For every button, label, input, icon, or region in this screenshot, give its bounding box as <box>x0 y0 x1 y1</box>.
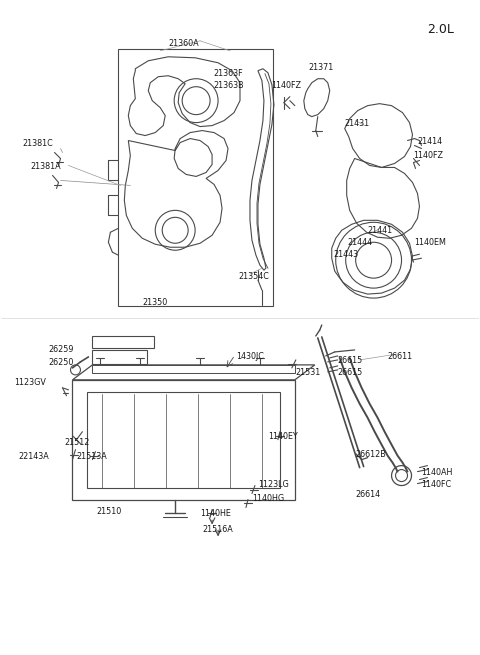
Text: 21531: 21531 <box>296 368 321 377</box>
Text: 1140FC: 1140FC <box>421 479 452 489</box>
Text: 26611: 26611 <box>387 352 413 361</box>
Text: 21354C: 21354C <box>238 272 269 281</box>
Text: 21441: 21441 <box>368 226 393 235</box>
Text: 26612B: 26612B <box>356 449 386 458</box>
Text: 1140FZ: 1140FZ <box>413 151 444 160</box>
Text: 21350: 21350 <box>142 298 168 307</box>
Text: 26615: 26615 <box>338 356 363 365</box>
Text: 1140FZ: 1140FZ <box>271 81 301 90</box>
Bar <box>72 380 295 500</box>
Text: 1123GV: 1123GV <box>15 378 47 387</box>
Bar <box>119 49 273 306</box>
Text: 1140HG: 1140HG <box>252 493 284 502</box>
Text: 21363B: 21363B <box>213 81 244 90</box>
Bar <box>87 392 280 487</box>
Text: 21516A: 21516A <box>202 525 233 534</box>
Text: 22143A: 22143A <box>19 452 49 460</box>
Bar <box>93 350 147 364</box>
Text: 1140EM: 1140EM <box>415 238 446 247</box>
Text: 1430JC: 1430JC <box>236 352 264 361</box>
Text: 21513A: 21513A <box>76 452 107 460</box>
Text: 21431: 21431 <box>345 119 370 128</box>
Text: 21414: 21414 <box>418 136 443 145</box>
Text: 21444: 21444 <box>348 238 373 247</box>
Text: 1140AH: 1140AH <box>421 468 453 477</box>
Text: 26615: 26615 <box>338 368 363 377</box>
Text: 21512: 21512 <box>64 438 90 447</box>
Text: 1140HE: 1140HE <box>200 510 231 519</box>
Text: 1140EY: 1140EY <box>268 432 298 441</box>
Text: 21360A: 21360A <box>168 39 199 48</box>
Text: 21443: 21443 <box>334 250 359 259</box>
Text: 2.0L: 2.0L <box>428 23 455 36</box>
Text: 26259: 26259 <box>48 345 74 354</box>
Text: 21371: 21371 <box>309 63 334 72</box>
Bar <box>93 336 154 348</box>
Text: 21381A: 21381A <box>31 162 61 172</box>
Bar <box>93 365 295 373</box>
Text: 1123LG: 1123LG <box>258 479 288 489</box>
Text: 26614: 26614 <box>356 489 381 498</box>
Text: 21510: 21510 <box>96 508 121 517</box>
Text: 21363F: 21363F <box>213 69 243 78</box>
Text: 26250: 26250 <box>48 358 74 367</box>
Text: 21381C: 21381C <box>23 139 53 147</box>
